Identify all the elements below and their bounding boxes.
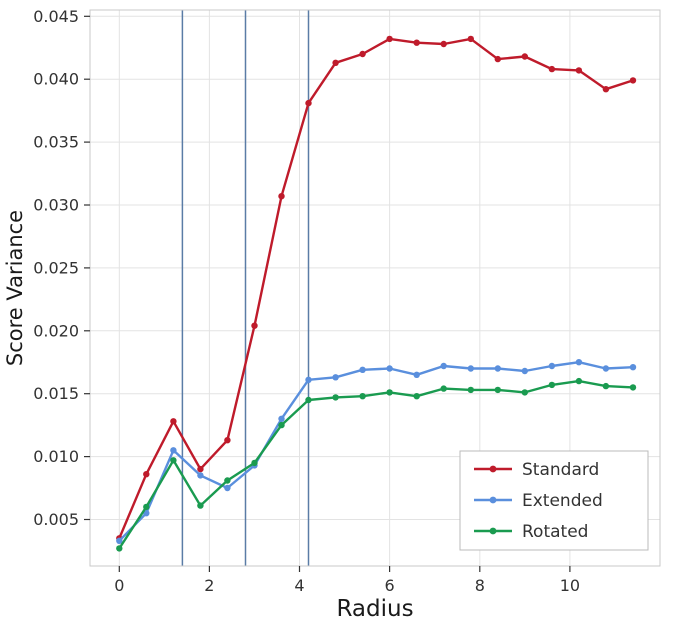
svg-text:Standard: Standard [522, 460, 599, 480]
svg-text:0.025: 0.025 [33, 258, 79, 277]
svg-text:Extended: Extended [522, 491, 603, 511]
series-rotated [116, 377, 637, 552]
svg-text:0.030: 0.030 [33, 196, 79, 215]
panel-border [89, 9, 661, 567]
legend-item-rotated: Rotated [474, 522, 588, 542]
x-axis-title: Radius [336, 596, 413, 622]
svg-text:4: 4 [294, 576, 304, 595]
svg-text:0.045: 0.045 [33, 7, 79, 26]
series-extended [116, 359, 637, 544]
svg-text:0.040: 0.040 [33, 70, 79, 89]
svg-text:0.005: 0.005 [33, 510, 79, 529]
svg-text:Rotated: Rotated [522, 522, 588, 542]
svg-text:0.010: 0.010 [33, 447, 79, 466]
legend-item-standard: Standard [474, 460, 599, 480]
x-axis-ticks: 0 2 4 6 8 10 [114, 566, 580, 595]
svg-text:0: 0 [114, 576, 124, 595]
legend: Standard Extended Rotated [459, 450, 649, 551]
svg-text:2: 2 [204, 576, 214, 595]
svg-text:6: 6 [385, 576, 395, 595]
svg-text:10: 10 [560, 576, 580, 595]
legend-item-extended: Extended [474, 491, 603, 511]
svg-text:0.035: 0.035 [33, 133, 79, 152]
y-axis-title: Score Variance [3, 210, 27, 366]
y-axis-ticks: 0.005 0.010 0.015 0.020 0.025 0.030 0.035 0.040… [33, 7, 90, 529]
series-standard [116, 35, 637, 542]
svg-text:0.015: 0.015 [33, 384, 79, 403]
svg-text:0.020: 0.020 [33, 321, 79, 340]
gridlines [90, 10, 660, 566]
svg-text:8: 8 [475, 576, 485, 595]
